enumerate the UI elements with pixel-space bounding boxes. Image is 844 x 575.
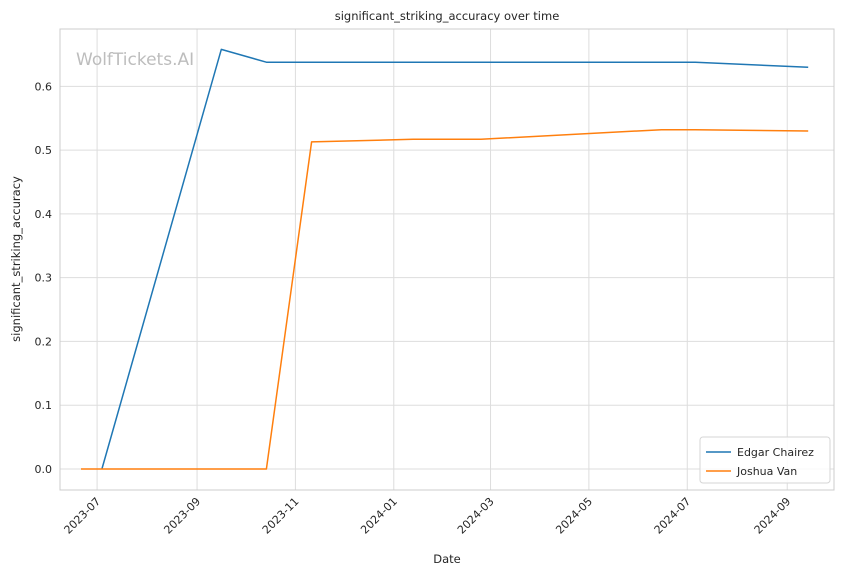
chart-title: significant_striking_accuracy over time <box>335 9 560 23</box>
y-tick-label: 0.3 <box>35 272 53 285</box>
series-lines <box>81 48 809 470</box>
legend-label-joshua-van: Joshua Van <box>736 465 797 478</box>
y-tick-label: 0.5 <box>35 144 53 157</box>
y-tick-label: 0.0 <box>35 463 53 476</box>
legend-box <box>699 436 831 484</box>
y-tick-label: 0.2 <box>35 335 53 348</box>
y-axis-title: significant_striking_accuracy <box>9 176 23 342</box>
legend-label-edgar-chairez: Edgar Chairez <box>737 446 814 459</box>
plot-frame <box>59 28 835 491</box>
legend: Edgar Chairez Joshua Van <box>699 436 831 484</box>
x-axis-title: Date <box>433 552 461 566</box>
watermark-text: WolfTickets.AI <box>76 50 194 70</box>
y-tick-label: 0.4 <box>35 208 53 221</box>
plot-area <box>60 29 834 490</box>
series-line-joshua-van <box>81 128 809 470</box>
y-tick-labels: 0.0 0.1 0.2 0.3 0.4 0.5 0.6 <box>35 80 53 476</box>
series-line-edgar-chairez <box>101 48 809 470</box>
y-tick-label: 0.1 <box>35 399 53 412</box>
y-tick-label: 0.6 <box>35 80 53 93</box>
